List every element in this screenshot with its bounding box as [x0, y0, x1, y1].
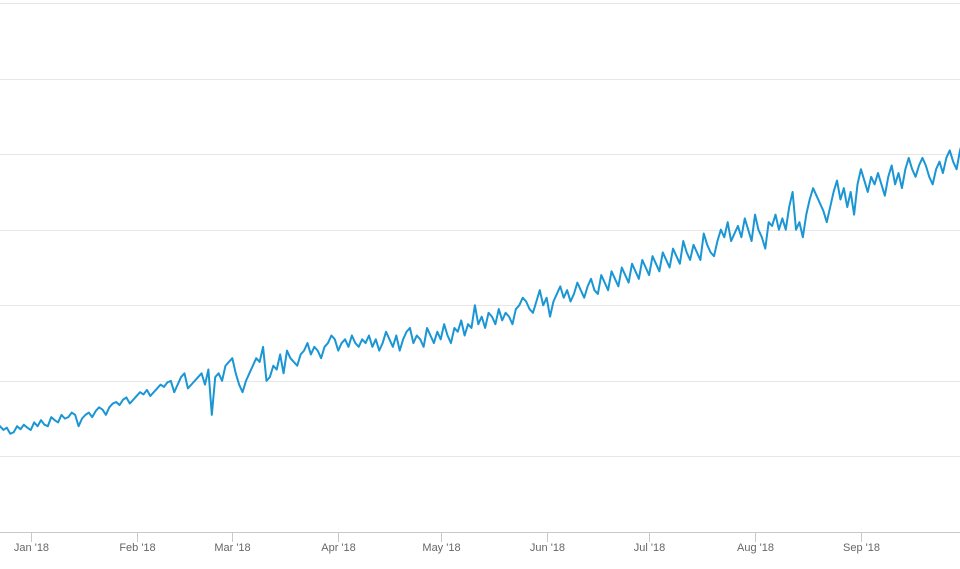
- x-tick-label: Feb '18: [119, 542, 155, 554]
- x-tick-label: May '18: [422, 542, 460, 554]
- x-axis-tick-labels: Jan '18 Feb '18 Mar '18 Apr '18 May '18 Jun '…: [14, 542, 880, 554]
- x-tick-label: Apr '18: [321, 542, 356, 554]
- x-tick-label: Mar '18: [214, 542, 250, 554]
- x-tick-label: Jun '18: [530, 542, 565, 554]
- x-tick-label: Aug '18: [737, 542, 774, 554]
- y-gridlines: [0, 3, 960, 457]
- x-tick-label: Jan '18: [14, 542, 49, 554]
- x-tick-label: Sep '18: [843, 542, 880, 554]
- x-tick-label: Jul '18: [634, 542, 665, 554]
- x-axis-ticks: [31, 532, 862, 542]
- series-line: [0, 146, 960, 435]
